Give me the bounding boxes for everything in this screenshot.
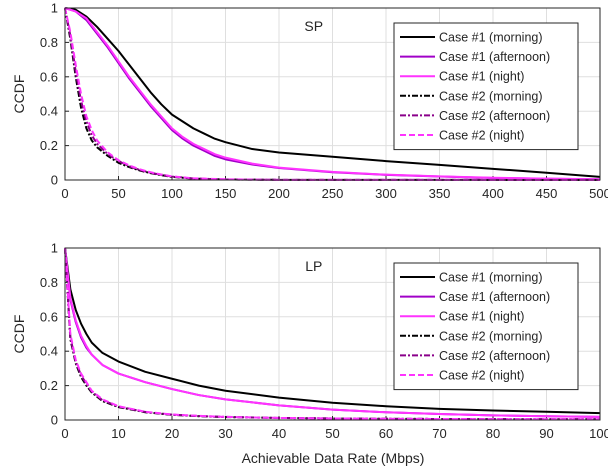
legend-entry: Case #2 (morning) xyxy=(439,89,543,103)
y-axis-label: CCDF xyxy=(11,75,27,114)
y-tick-label: 1 xyxy=(51,1,58,16)
x-tick-label: 450 xyxy=(536,186,558,201)
chart-title: SP xyxy=(304,18,323,34)
series-line-6 xyxy=(64,7,601,181)
series-line-3 xyxy=(64,247,601,418)
legend-box xyxy=(393,22,579,151)
series-line-4 xyxy=(64,7,601,181)
chart-title: LP xyxy=(305,258,322,274)
series-line-6 xyxy=(64,247,600,421)
legend-entry: Case #1 (morning) xyxy=(439,31,543,45)
legend-entry: Case #1 (afternoon) xyxy=(439,50,550,64)
legend-entry: Case #2 (afternoon) xyxy=(439,349,550,363)
x-tick-label: 10 xyxy=(111,426,125,441)
x-tick-label: 400 xyxy=(482,186,504,201)
x-tick-label: 500 xyxy=(589,186,608,201)
y-tick-label: 0.2 xyxy=(40,378,58,393)
x-tick-label: 0 xyxy=(61,426,68,441)
y-tick-label: 0.6 xyxy=(40,309,58,324)
y-axis-label: CCDF xyxy=(11,315,27,354)
y-tick-label: 0 xyxy=(51,173,58,188)
x-tick-label: 250 xyxy=(322,186,344,201)
legend-entry: Case #1 (night) xyxy=(439,310,524,324)
y-tick-label: 0.6 xyxy=(40,69,58,84)
y-tick-label: 0.4 xyxy=(40,344,58,359)
axes-frame xyxy=(64,7,601,181)
x-tick-label: 80 xyxy=(486,426,500,441)
x-tick-label: 350 xyxy=(429,186,451,201)
legend-entry: Case #1 (night) xyxy=(439,70,524,84)
series-line-1 xyxy=(64,7,601,178)
x-tick-label: 70 xyxy=(432,426,446,441)
legend-entry: Case #1 (morning) xyxy=(439,271,543,285)
legend-box xyxy=(393,262,579,391)
x-tick-label: 300 xyxy=(375,186,397,201)
lp-chart: 0 10 20 30 40 50 60 70 80 90 100 0 0.2 0.4 0.6 0.8 1 LP CC… xyxy=(11,241,608,442)
x-tick-label: 50 xyxy=(111,186,125,201)
series-line-5 xyxy=(64,7,601,181)
x-tick-label: 100 xyxy=(589,426,608,441)
axes-frame xyxy=(64,247,601,421)
series-line-1 xyxy=(64,247,601,415)
x-tick-label: 150 xyxy=(215,186,237,201)
series-line-3 xyxy=(64,7,601,181)
x-tick-label: 60 xyxy=(379,426,393,441)
x-tick-label: 90 xyxy=(539,426,553,441)
y-tick-label: 0.8 xyxy=(40,275,58,290)
legend-entry: Case #1 (afternoon) xyxy=(439,290,550,304)
y-tick-label: 0.4 xyxy=(40,104,58,119)
y-tick-label: 1 xyxy=(51,241,58,256)
x-tick-label: 200 xyxy=(268,186,290,201)
legend: Case #1 (morning) Case #1 (afternoon) Case… xyxy=(393,22,579,151)
figure-x-axis-label: Achievable Data Rate (Mbps) xyxy=(242,450,425,466)
legend-entry: Case #2 (afternoon) xyxy=(439,109,550,123)
y-tick-label: 0.8 xyxy=(40,35,58,50)
y-tick-label: 0.2 xyxy=(40,138,58,153)
legend-entry: Case #2 (night) xyxy=(439,129,524,143)
legend-entry: Case #2 (morning) xyxy=(439,329,543,343)
x-tick-label: 30 xyxy=(218,426,232,441)
x-tick-label: 50 xyxy=(325,426,339,441)
x-tick-label: 20 xyxy=(165,426,179,441)
legend: Case #1 (morning) Case #1 (afternoon) Case… xyxy=(393,262,579,391)
sp-chart: 0 50 100 150 200 250 300 350 400 450 500 0 0.2 0.4 0.6… xyxy=(11,1,608,202)
x-tick-label: 0 xyxy=(61,186,68,201)
x-tick-label: 100 xyxy=(161,186,183,201)
y-tick-label: 0 xyxy=(51,413,58,428)
x-tick-label: 40 xyxy=(272,426,286,441)
legend-entry: Case #2 (night) xyxy=(439,369,524,383)
